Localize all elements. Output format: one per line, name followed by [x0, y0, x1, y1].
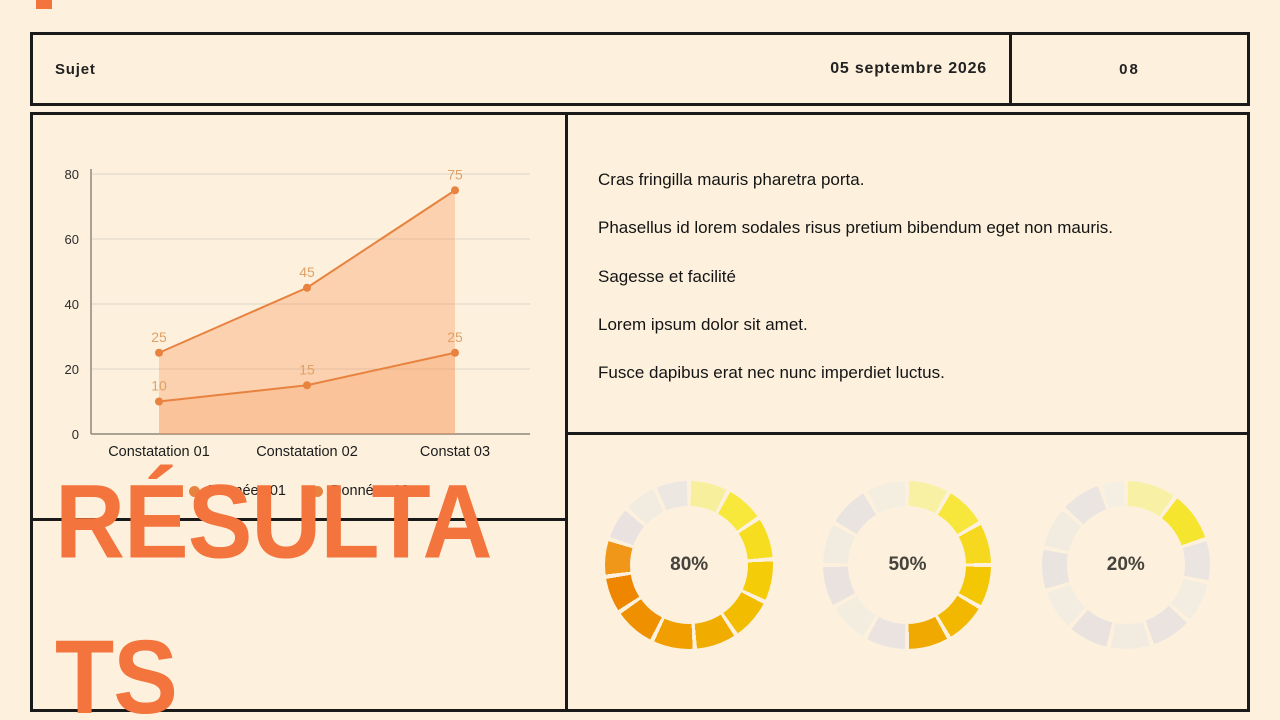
donut-chart-80: 80% — [605, 481, 774, 649]
header-main: Sujet 05 septembre 2026 — [33, 35, 1009, 103]
legend-dot-icon — [188, 485, 200, 497]
svg-text:10: 10 — [151, 378, 167, 394]
main-grid: 0 20 40 60 80 25 45 75 10 15 25 Constatation 01 Cons… — [30, 112, 1250, 712]
donut-hole: 20% — [1066, 506, 1185, 624]
svg-text:15: 15 — [299, 361, 315, 377]
paragraph: Phasellus id lorem sodales risus pretium… — [598, 218, 1113, 238]
donut-hole: 80% — [630, 506, 749, 624]
donut-percentage: 20% — [1106, 554, 1145, 575]
donut-percentage: 80% — [670, 554, 709, 575]
svg-text:25: 25 — [151, 329, 167, 345]
header-page-box: 08 — [1009, 35, 1247, 103]
paragraph: Fusce dapibus erat nec nunc imperdiet lu… — [598, 363, 945, 382]
text-block: Cras fringilla mauris pharetra porta. Ph… — [568, 115, 1247, 435]
chart-legend: Données 01 Données 02 — [33, 483, 565, 499]
svg-text:Constat 03: Constat 03 — [420, 444, 490, 460]
line-chart-cell: 0 20 40 60 80 25 45 75 10 15 25 Constatation 01 Cons… — [33, 115, 565, 521]
svg-text:20: 20 — [65, 362, 79, 377]
header: Sujet 05 septembre 2026 08 — [30, 32, 1250, 106]
slide-title-line-1: RÉSULTA — [55, 462, 493, 580]
svg-text:60: 60 — [65, 232, 79, 247]
legend-item-donnees-02: Données 02 — [312, 483, 409, 499]
legend-label: Données 01 — [207, 483, 286, 499]
svg-text:Constatation 02: Constatation 02 — [256, 444, 358, 460]
header-date: 05 septembre 2026 — [830, 60, 987, 77]
paragraph: Cras fringilla mauris pharetra porta. — [598, 170, 865, 189]
donut-chart-50: 50% — [823, 481, 992, 649]
line-chart: 0 20 40 60 80 25 45 75 10 15 25 Constatation 01 Cons… — [65, 166, 530, 460]
donut-percentage: 50% — [888, 554, 927, 575]
right-column: Cras fringilla mauris pharetra porta. Ph… — [568, 115, 1247, 709]
top-edge-decoration — [36, 0, 52, 9]
svg-text:0: 0 — [72, 427, 79, 442]
paragraph: Sagesse et facilité — [598, 266, 736, 286]
slide-title-line-2: TS — [55, 618, 178, 720]
legend-item-donnees-01: Données 01 — [188, 483, 286, 499]
left-column: 0 20 40 60 80 25 45 75 10 15 25 Constatation 01 Cons… — [33, 115, 568, 709]
svg-text:40: 40 — [65, 297, 79, 312]
legend-dot-icon — [312, 485, 323, 497]
svg-text:25: 25 — [447, 329, 463, 345]
svg-text:80: 80 — [65, 167, 79, 182]
svg-text:75: 75 — [447, 166, 463, 182]
donut-hole: 50% — [848, 506, 967, 624]
svg-text:Constatation 01: Constatation 01 — [108, 444, 210, 460]
page-number: 08 — [1119, 60, 1140, 78]
slide-title: RÉSULTA TS — [55, 444, 493, 720]
donut-charts-row: 80% 50% 20% — [568, 435, 1247, 709]
legend-label: Données 02 — [331, 483, 410, 499]
svg-text:45: 45 — [299, 264, 315, 280]
header-subject: Sujet — [55, 60, 96, 78]
paragraph: Lorem ipsum dolor sit amet. — [598, 314, 808, 334]
donut-chart-20: 20% — [1041, 481, 1210, 649]
